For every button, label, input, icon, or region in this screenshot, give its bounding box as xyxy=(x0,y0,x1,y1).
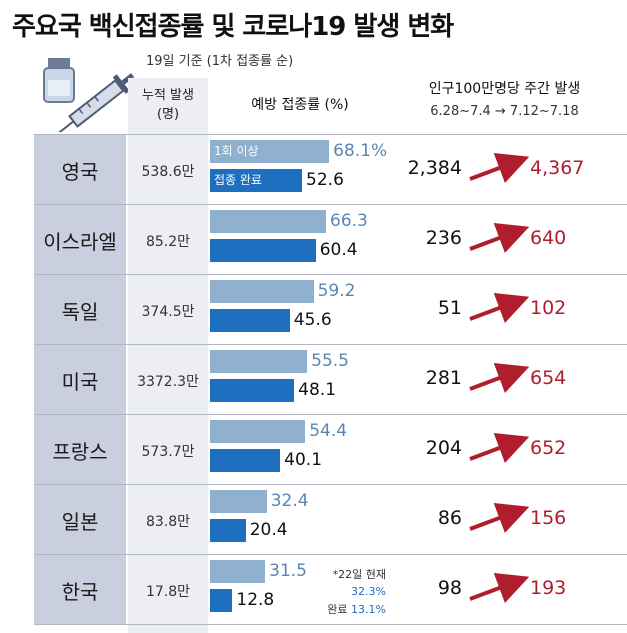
fully-vaccinated-bar xyxy=(210,519,246,542)
cumulative-value: 374.5만 xyxy=(141,304,195,320)
first-dose-bar xyxy=(210,560,266,583)
row-separator xyxy=(34,204,627,205)
country-name: 영국 xyxy=(61,160,99,184)
first-dose-bar xyxy=(210,490,267,513)
korea-note-first: 32.3% xyxy=(351,585,386,598)
fully-vaccinated-label: 60.4 xyxy=(319,240,358,260)
cases-before: 236 xyxy=(425,227,462,249)
fully-vaccinated-label: 12.8 xyxy=(236,590,275,610)
row-separator xyxy=(34,414,627,415)
cumulative-value: 3372.3만 xyxy=(137,374,199,390)
cases-periods: 6.28~7.4 → 7.12~7.18 xyxy=(430,104,579,119)
cumulative-value: 17.8만 xyxy=(145,584,191,600)
first-dose-label: 68.1% xyxy=(333,141,388,161)
cumulative-column-band xyxy=(128,78,208,633)
first-dose-label: 54.4 xyxy=(309,421,348,441)
country-name: 미국 xyxy=(61,370,99,394)
cumulative-header-line1: 누적 발생 xyxy=(142,88,194,103)
increase-arrow xyxy=(469,293,530,324)
fully-vaccinated-label: 40.1 xyxy=(284,450,323,470)
syringe-vial-icon xyxy=(43,58,135,132)
cumulative-value: 83.8만 xyxy=(145,514,191,530)
first-dose-label: 55.5 xyxy=(311,351,349,371)
first-dose-label: 32.4 xyxy=(270,491,309,511)
fully-vaccinated-label: 20.4 xyxy=(249,520,288,540)
cases-after: 102 xyxy=(530,297,567,319)
increase-arrow xyxy=(469,433,530,464)
country-name: 프랑스 xyxy=(52,440,108,464)
cumulative-header: 누적 발생 (명) xyxy=(128,86,208,124)
cases-before: 98 xyxy=(437,577,462,599)
cases-header: 인구100만명당 주간 발생 xyxy=(428,81,581,97)
first-dose-label: 66.3 xyxy=(330,211,368,231)
row-separator xyxy=(34,624,627,625)
cases-before: 51 xyxy=(437,297,462,319)
country-cell xyxy=(34,485,126,554)
country-cell xyxy=(34,135,126,204)
cases-after: 652 xyxy=(530,437,567,459)
increase-arrow xyxy=(469,503,530,534)
basis-note: 19일 기준 (1차 접종률 순) xyxy=(146,54,294,69)
increase-arrow xyxy=(469,573,530,604)
cases-after: 4,367 xyxy=(530,157,585,179)
increase-arrow xyxy=(469,153,530,184)
rate-header: 예방 접종률 (%) xyxy=(251,97,349,113)
fully-vaccinated-bar xyxy=(210,239,316,262)
row-separator xyxy=(34,344,627,345)
country-cell xyxy=(34,345,126,414)
cases-before: 281 xyxy=(425,367,462,389)
first-dose-bar xyxy=(210,350,308,373)
fully-vaccinated-bar xyxy=(210,169,303,192)
increase-arrow xyxy=(469,223,530,254)
cumulative-value: 538.6만 xyxy=(141,164,195,180)
country-name: 이스라엘 xyxy=(43,230,117,254)
cases-before: 204 xyxy=(425,437,462,459)
legend-first-dose: 1회 이상 xyxy=(214,144,259,158)
cases-after: 654 xyxy=(530,367,567,389)
cases-after: 156 xyxy=(530,507,567,529)
fully-vaccinated-bar xyxy=(210,589,233,612)
fully-vaccinated-label: 52.6 xyxy=(306,170,344,190)
chart-title: 주요국 백신접종률 및 코로나19 발생 변화 xyxy=(12,12,454,42)
country-name: 한국 xyxy=(61,580,99,604)
country-cell xyxy=(34,205,126,274)
cumulative-value: 573.7만 xyxy=(141,444,195,460)
row-separator xyxy=(34,134,627,135)
first-dose-label: 59.2 xyxy=(317,281,356,301)
first-dose-bar xyxy=(210,420,306,443)
korea-note: *22일 현재 32.3% 완료 13.1% xyxy=(300,566,386,617)
cases-before: 86 xyxy=(437,507,462,529)
first-dose-bar xyxy=(210,280,314,303)
cases-before: 2,384 xyxy=(407,157,462,179)
first-dose-label: 31.5 xyxy=(269,561,307,581)
country-cell xyxy=(34,555,126,624)
row-separator xyxy=(34,274,627,275)
korea-note-full-value: 13.1% xyxy=(351,603,386,616)
country-cell xyxy=(34,275,126,344)
fully-vaccinated-bar xyxy=(210,309,290,332)
country-name: 독일 xyxy=(61,300,99,324)
first-dose-bar xyxy=(210,210,327,233)
increase-arrow xyxy=(469,363,530,394)
cases-after: 640 xyxy=(530,227,567,249)
row-separator xyxy=(34,484,627,485)
korea-note-date: *22일 현재 xyxy=(332,568,386,581)
fully-vaccinated-label: 45.6 xyxy=(293,310,332,330)
legend-fully-vaccinated: 접종 완료 xyxy=(214,173,262,187)
fully-vaccinated-bar xyxy=(210,379,295,402)
first-dose-bar xyxy=(210,140,330,163)
fully-vaccinated-label: 48.1 xyxy=(298,380,337,400)
country-name: 일본 xyxy=(61,510,99,534)
korea-note-full-label: 완료 xyxy=(327,603,348,616)
cases-after: 193 xyxy=(530,577,567,599)
row-separator xyxy=(34,554,627,555)
cumulative-header-line2: (명) xyxy=(156,107,180,122)
country-cell xyxy=(34,415,126,484)
fully-vaccinated-bar xyxy=(210,449,281,472)
cumulative-value: 85.2만 xyxy=(145,234,191,250)
